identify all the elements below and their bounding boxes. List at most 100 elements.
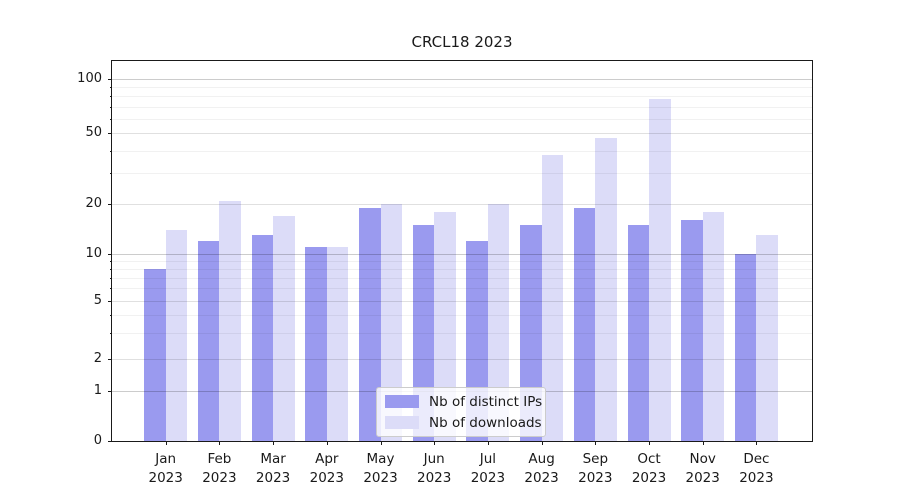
y-axis-tick-label-10: 10 xyxy=(85,245,102,261)
y-axis-tick xyxy=(108,204,112,206)
legend-item-downloads: Nb of downloads xyxy=(385,415,542,431)
y-axis-tick-label-20: 20 xyxy=(85,196,102,212)
bar-jul-downloads xyxy=(487,204,510,441)
bar-oct-downloads xyxy=(649,99,671,441)
y-axis-minor-tick xyxy=(109,314,112,316)
y-axis-minor-tick xyxy=(109,332,112,334)
bar-oct-distinct-ips xyxy=(627,224,649,441)
legend-swatch-downloads xyxy=(385,416,419,429)
plot-frame xyxy=(111,60,813,442)
y-axis-minor-tick xyxy=(109,118,112,120)
x-axis-label-mar: Mar 2023 xyxy=(255,451,291,486)
bar-jun-distinct-ips xyxy=(412,224,435,441)
bar-mar-distinct-ips xyxy=(251,234,274,441)
gridline-y-minor-3 xyxy=(112,332,812,334)
x-axis-label-sep: Sep 2023 xyxy=(578,451,613,486)
y-axis-tick xyxy=(108,133,112,135)
gridline-y-minor-40 xyxy=(112,150,812,152)
bar-nov-downloads xyxy=(702,211,725,441)
bar-may-distinct-ips xyxy=(359,207,381,441)
y-axis-tick-label-50: 50 xyxy=(85,125,102,141)
bar-jun-downloads xyxy=(434,211,456,441)
x-axis-label-nov: Nov 2023 xyxy=(685,451,720,486)
gridline-y-minor-90 xyxy=(112,86,812,88)
y-axis-minor-tick xyxy=(109,106,112,108)
x-axis-tick xyxy=(434,441,436,445)
y-axis-minor-tick xyxy=(109,288,112,290)
gridline-y-minor-60 xyxy=(112,118,812,120)
bar-feb-downloads xyxy=(219,200,241,441)
gridline-y-minor-8 xyxy=(112,268,812,270)
chart-title: CRCL18 2023 xyxy=(411,33,513,51)
bar-nov-distinct-ips xyxy=(681,220,703,441)
y-axis-minor-tick xyxy=(109,260,112,262)
legend-swatch-distinct-ips xyxy=(385,395,419,408)
x-axis-label-feb: Feb 2023 xyxy=(202,451,237,486)
y-axis-tick xyxy=(108,441,112,442)
gridline-y-10 xyxy=(112,253,812,255)
gridline-y-20 xyxy=(112,204,812,206)
x-axis-label-dec: Dec 2023 xyxy=(739,451,774,486)
gridline-y-100 xyxy=(112,78,812,80)
x-axis-tick xyxy=(380,441,382,445)
bar-apr-distinct-ips xyxy=(305,246,327,441)
bar-may-downloads xyxy=(380,204,402,441)
bar-aug-distinct-ips xyxy=(520,224,542,441)
x-axis-tick xyxy=(702,441,704,445)
x-axis-tick xyxy=(649,441,650,445)
y-axis-tick-label-5: 5 xyxy=(93,292,102,308)
y-axis-minor-tick xyxy=(109,172,112,174)
bar-dec-downloads xyxy=(756,234,778,441)
y-axis-tick xyxy=(108,390,112,392)
bar-aug-downloads xyxy=(541,154,564,441)
gridline-y-minor-4 xyxy=(112,314,812,316)
y-axis-tick-label-100: 100 xyxy=(77,70,102,86)
x-axis-label-jul: Jul 2023 xyxy=(470,451,506,486)
y-axis-tick xyxy=(108,253,112,255)
x-axis-tick xyxy=(165,441,167,445)
bar-sep-distinct-ips xyxy=(573,207,596,441)
x-axis-label-apr: Apr 2023 xyxy=(309,451,344,486)
legend: Nb of distinct IPs Nb of downloads xyxy=(376,387,546,437)
gridline-y-50 xyxy=(112,133,812,135)
x-axis-label-jun: Jun 2023 xyxy=(417,451,452,486)
gridline-y-minor-80 xyxy=(112,96,812,98)
gridline-y-2 xyxy=(112,358,812,360)
x-axis-label-oct: Oct 2023 xyxy=(631,451,667,486)
x-axis-tick xyxy=(595,441,597,445)
x-axis-tick xyxy=(541,441,543,445)
y-axis-tick-label-0: 0 xyxy=(93,433,102,448)
y-axis-tick xyxy=(108,358,112,360)
gridline-y-minor-30 xyxy=(112,172,812,174)
gridline-y-minor-70 xyxy=(112,106,812,108)
bar-apr-downloads xyxy=(326,246,349,441)
y-axis-minor-tick xyxy=(109,268,112,270)
x-axis-label-aug: Aug 2023 xyxy=(524,451,559,486)
legend-label-distinct-ips: Nb of distinct IPs xyxy=(429,393,543,410)
y-axis-tick-label-1: 1 xyxy=(93,382,102,398)
legend-label-downloads: Nb of downloads xyxy=(429,414,542,431)
x-axis-label-jan: Jan 2023 xyxy=(148,451,183,486)
bar-sep-downloads xyxy=(595,138,617,441)
gridline-y-minor-9 xyxy=(112,260,812,262)
x-axis-label-may: May 2023 xyxy=(363,451,398,486)
y-axis-minor-tick xyxy=(109,86,112,88)
x-axis-tick xyxy=(273,441,275,445)
x-axis-tick xyxy=(219,441,221,445)
x-axis-tick xyxy=(756,441,758,445)
bar-jan-distinct-ips xyxy=(144,268,166,441)
bar-feb-distinct-ips xyxy=(197,240,220,441)
gridline-y-5 xyxy=(112,300,812,302)
y-axis-tick xyxy=(108,300,112,302)
y-axis-minor-tick xyxy=(109,277,112,279)
y-axis-tick-label-2: 2 xyxy=(93,350,102,366)
gridline-y-minor-7 xyxy=(112,277,812,279)
y-axis-minor-tick xyxy=(109,150,112,152)
x-axis-tick xyxy=(326,441,328,445)
bar-dec-distinct-ips xyxy=(734,253,757,441)
legend-item-distinct-ips: Nb of distinct IPs xyxy=(385,394,542,410)
y-axis-minor-tick xyxy=(109,96,112,98)
x-axis-tick xyxy=(487,441,489,445)
